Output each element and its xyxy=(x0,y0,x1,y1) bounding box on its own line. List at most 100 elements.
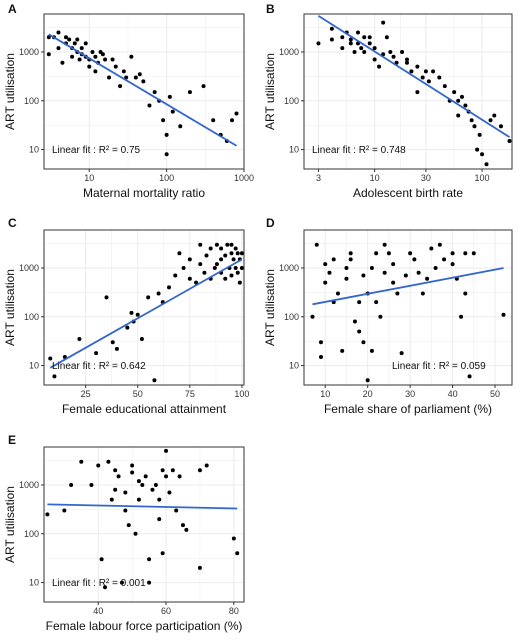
data-point xyxy=(187,257,192,262)
data-point xyxy=(99,557,104,562)
data-point xyxy=(184,527,189,532)
data-point xyxy=(106,459,111,464)
data-point xyxy=(355,30,360,35)
data-point xyxy=(204,253,209,258)
data-point xyxy=(352,49,357,54)
data-point xyxy=(114,346,119,351)
data-point xyxy=(87,64,92,69)
data-point xyxy=(359,46,364,51)
x-tick-label: 10 xyxy=(84,173,94,183)
data-point xyxy=(46,35,51,40)
fit-annotation: Linear fit : R² = 0.748 xyxy=(312,145,406,156)
data-point xyxy=(187,276,192,281)
data-point xyxy=(72,41,77,46)
fit-annotation: Linear fit : R² = 0.001 xyxy=(52,578,146,589)
x-tick-label: 75 xyxy=(185,389,195,399)
data-point xyxy=(450,262,455,267)
data-point xyxy=(484,162,489,167)
data-point xyxy=(113,468,118,473)
data-point xyxy=(123,508,128,513)
data-point xyxy=(46,52,51,57)
data-point xyxy=(498,124,503,129)
data-point xyxy=(137,72,142,77)
data-point xyxy=(93,69,98,74)
data-point xyxy=(214,262,219,267)
data-point xyxy=(388,49,393,54)
data-point xyxy=(344,265,349,270)
data-point xyxy=(75,37,80,42)
y-tick-label: 1000 xyxy=(279,47,299,57)
data-point xyxy=(133,531,138,536)
y-tick-label: 10 xyxy=(289,361,299,371)
plot-border xyxy=(303,229,513,386)
data-point xyxy=(223,253,228,258)
data-point xyxy=(348,41,353,46)
x-tick-label: 30 xyxy=(421,173,431,183)
y-axis-label: ART utilisation xyxy=(3,486,17,563)
data-point xyxy=(314,242,319,247)
data-point xyxy=(113,487,118,492)
x-axis-label: Female share of parliament (%) xyxy=(324,402,492,416)
data-point xyxy=(344,276,349,281)
data-point xyxy=(90,49,95,54)
data-point xyxy=(63,35,68,40)
data-point xyxy=(118,84,123,89)
data-point xyxy=(404,60,409,65)
data-point xyxy=(130,470,135,475)
data-point xyxy=(139,337,144,342)
data-point xyxy=(123,490,128,495)
data-point xyxy=(56,30,61,35)
data-point xyxy=(507,138,512,143)
panel-label: E xyxy=(8,433,16,447)
data-point xyxy=(329,37,334,42)
data-point xyxy=(403,273,408,278)
data-point xyxy=(164,132,169,137)
data-point xyxy=(167,94,172,99)
panel-e: 40 60 80 10 100 1000 Linear fit : R² = 0.001 Fe… xyxy=(3,433,245,633)
data-point xyxy=(335,291,340,296)
data-point xyxy=(153,482,158,487)
data-point xyxy=(223,276,228,281)
data-point xyxy=(372,57,377,62)
data-point xyxy=(429,246,434,251)
y-tick-label: 1000 xyxy=(19,263,39,273)
data-point xyxy=(194,280,199,285)
data-point xyxy=(463,291,468,296)
panel-c: 25 50 75 100 10 100 1000 Linear fit : R² = 0.64… xyxy=(3,216,249,416)
data-point xyxy=(156,291,161,296)
data-point xyxy=(164,474,169,479)
data-point xyxy=(126,523,131,528)
x-tick-label: 25 xyxy=(81,389,91,399)
data-point xyxy=(160,468,165,473)
fit-line xyxy=(48,33,237,147)
data-point xyxy=(67,37,72,42)
x-axis-label: Maternal mortality ratio xyxy=(83,186,205,200)
data-point xyxy=(96,463,101,468)
data-point xyxy=(400,49,405,54)
x-tick-label: 60 xyxy=(161,606,171,616)
data-point xyxy=(231,536,236,541)
data-point xyxy=(113,64,118,69)
data-point xyxy=(198,262,203,267)
data-point xyxy=(177,251,182,256)
x-tick-label: 100 xyxy=(475,173,490,183)
data-point xyxy=(146,295,151,300)
data-point xyxy=(174,508,179,513)
data-point xyxy=(318,340,323,345)
data-point xyxy=(110,57,115,62)
data-point xyxy=(178,124,183,129)
data-point xyxy=(369,265,374,270)
data-point xyxy=(110,340,115,345)
data-point xyxy=(230,118,235,123)
x-axis-label: Adolescent birth rate xyxy=(353,186,463,200)
data-point xyxy=(459,314,464,319)
data-point xyxy=(124,75,129,80)
data-point xyxy=(48,356,53,361)
data-point xyxy=(204,463,209,468)
plot-area xyxy=(304,14,512,169)
data-point xyxy=(475,147,480,152)
data-point xyxy=(161,118,166,123)
data-point xyxy=(235,251,240,256)
data-point xyxy=(442,257,447,262)
data-point xyxy=(477,132,482,137)
